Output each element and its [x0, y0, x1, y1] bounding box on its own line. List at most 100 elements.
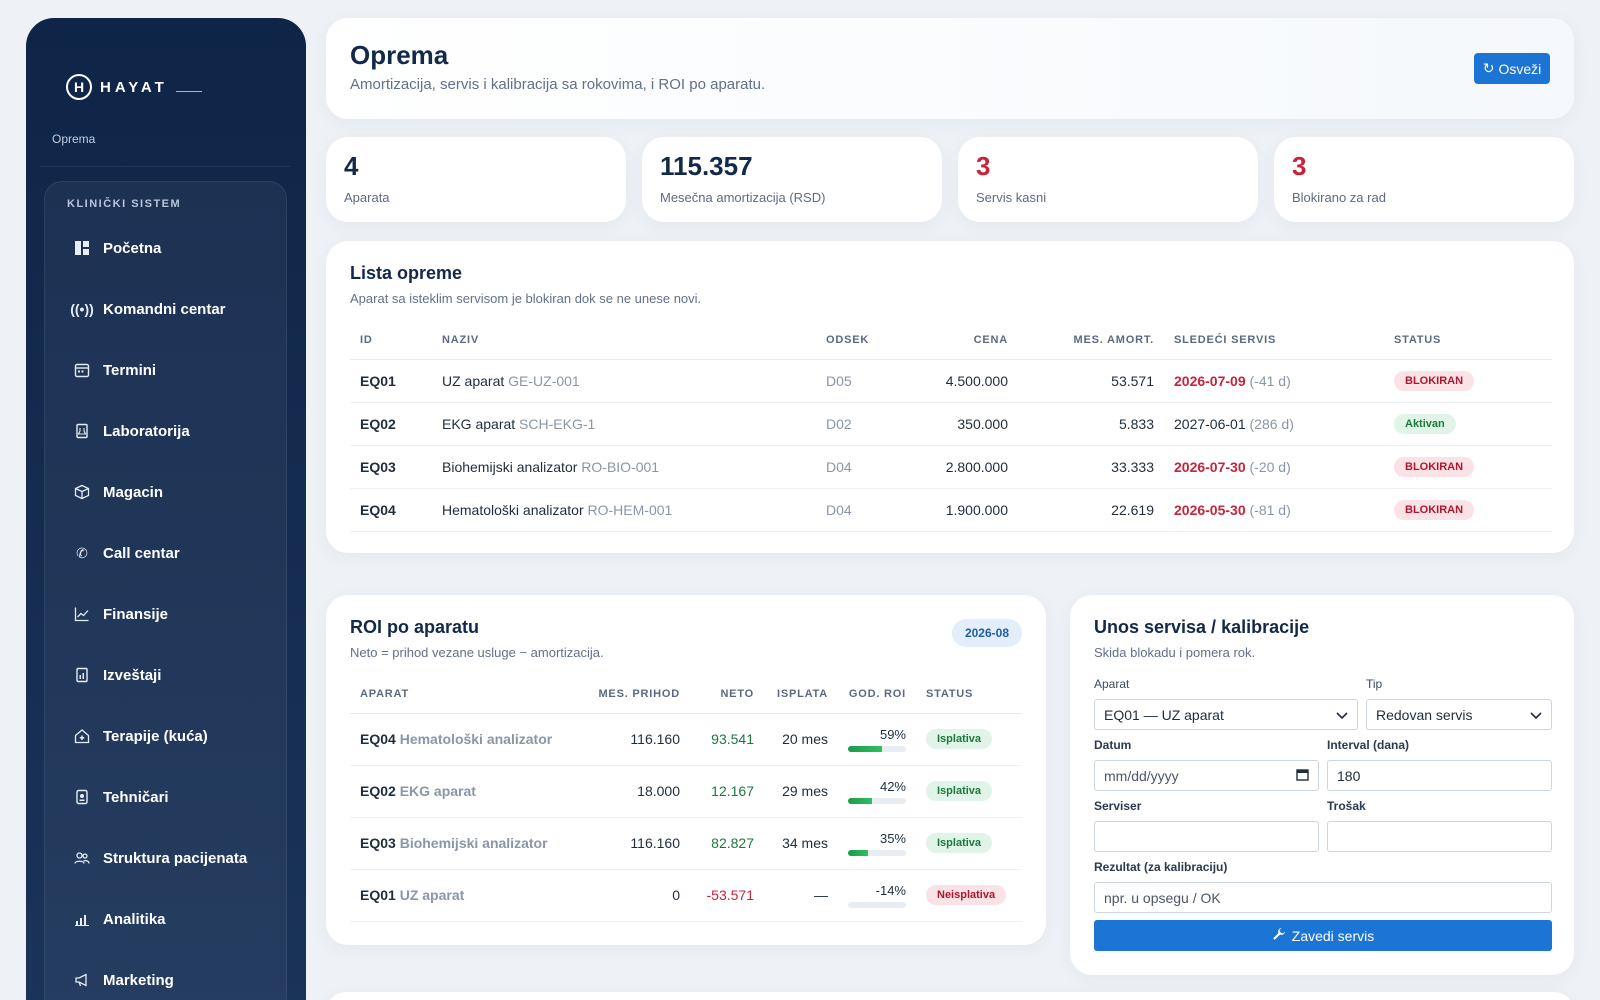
stat-label: Servis kasni [976, 190, 1047, 205]
cell-next-service: 2026-05-30 (-81 d) [1164, 488, 1384, 532]
roi-progress-bar [848, 745, 906, 752]
sidebar-item-label: Finansije [103, 605, 169, 623]
chevron-down-icon [1530, 707, 1542, 723]
status-badge: Isplativa [926, 833, 993, 853]
service-date: 2026-07-30 [1174, 458, 1246, 475]
table-row[interactable]: EQ01 UZ aparat 0 -53.571 — -14% Neisplat… [350, 869, 1022, 922]
sidebar-item-terapije[interactable]: Terapije (kuća) [59, 714, 271, 758]
cost-input[interactable] [1327, 821, 1552, 852]
column-header[interactable]: NETO [690, 675, 764, 714]
sidebar-divider [40, 166, 290, 167]
column-header[interactable]: STATUS [916, 675, 1022, 714]
sidebar-item-analitika[interactable]: Analitika [59, 897, 271, 941]
roi-progress-fill [848, 849, 869, 856]
roi-table: APARAT MES. PRIHOD NETO ISPLATA GOD. ROI… [350, 675, 1022, 922]
cell-name: EKG aparat SCH-EKG-1 [432, 402, 816, 446]
table-row[interactable]: EQ03 Biohemijski analizator 116.160 82.8… [350, 817, 1022, 870]
sidebar-nav-panel: KLINIČKI SISTEM Početna ((•)) Komandni c… [44, 181, 287, 1000]
sidebar-item-pocetna[interactable]: Početna [59, 226, 271, 270]
section-title: Lista opreme [350, 263, 463, 283]
cell-status: Isplativa [916, 817, 1022, 870]
cell-status: Neisplativa [916, 869, 1022, 922]
submit-service-button[interactable]: Zavedi servis [1094, 920, 1552, 951]
column-header[interactable]: APARAT [350, 675, 588, 714]
roi-progress-bar [848, 797, 906, 804]
stat-card-blocked: 3 Blokirano za rad [1274, 137, 1574, 222]
cell-price: 2.800.000 [906, 445, 1018, 489]
cell-name: UZ aparat GE-UZ-001 [432, 359, 816, 403]
cell-status: BLOKIRAN [1384, 488, 1552, 532]
sidebar-item-struktura-pacijenata[interactable]: Struktura pacijenata [59, 836, 271, 880]
cell-revenue: 18.000 [588, 765, 690, 818]
stat-card-service-overdue: 3 Servis kasni [958, 137, 1258, 222]
column-header[interactable]: NAZIV [432, 321, 816, 360]
servicer-input[interactable] [1094, 821, 1319, 852]
device-code: RO-BIO-001 [581, 458, 660, 475]
roi-progress-fill [848, 745, 883, 752]
type-select-value: Redovan servis [1376, 706, 1473, 723]
interval-label: Interval (dana) [1327, 738, 1410, 752]
table-row[interactable]: EQ04 Hematološki analizator 116.160 93.5… [350, 713, 1022, 766]
table-row[interactable]: EQ03 Biohemijski analizator RO-BIO-001 D… [350, 445, 1552, 489]
type-select[interactable]: Redovan servis [1366, 699, 1552, 730]
cell-dept: D02 [816, 402, 906, 446]
device-code: GE-UZ-001 [508, 372, 580, 389]
stat-card-amortization: 115.357 Mesečna amortizacija (RSD) [642, 137, 942, 222]
service-form-card: Unos servisa / kalibracije Skida blokadu… [1070, 595, 1574, 975]
brand-logo[interactable]: H HAYAT [66, 74, 202, 100]
date-input[interactable]: mm/dd/yyyy [1094, 760, 1319, 791]
sidebar-item-tehnicari[interactable]: Tehničari [59, 775, 271, 819]
cell-id: EQ04 [350, 488, 432, 532]
column-header[interactable]: ID [350, 321, 432, 360]
column-header[interactable]: SLEDEĆI SERVIS [1164, 321, 1384, 360]
column-header[interactable]: GOD. ROI [838, 675, 916, 714]
section-title: ROI po aparatu [350, 617, 480, 637]
table-row[interactable]: EQ01 UZ aparat GE-UZ-001 D05 4.500.000 5… [350, 359, 1552, 403]
stat-card-devices: 4 Aparata [326, 137, 626, 222]
sidebar-item-marketing[interactable]: Marketing [59, 958, 271, 1000]
device-name: UZ aparat [442, 372, 505, 389]
table-row[interactable]: EQ04 Hematološki analizator RO-HEM-001 D… [350, 488, 1552, 532]
device-select-value: EQ01 — UZ aparat [1104, 706, 1224, 723]
period-badge[interactable]: 2026-08 [951, 619, 1022, 647]
refresh-button[interactable]: ↻ Osveži [1474, 53, 1550, 84]
device-code: RO-HEM-001 [587, 501, 673, 518]
calendar-icon [73, 361, 91, 379]
cell-revenue: 0 [588, 869, 690, 922]
cell-payback: 34 mes [764, 817, 838, 870]
table-row[interactable]: EQ02 EKG aparat SCH-EKG-1 D02 350.000 5.… [350, 402, 1552, 446]
cost-label: Trošak [1327, 799, 1366, 813]
id-badge-icon [73, 788, 91, 806]
sidebar-item-label: Struktura pacijenata [103, 849, 248, 867]
column-header[interactable]: MES. PRIHOD [588, 675, 690, 714]
page-header: Oprema Amortizacija, servis i kalibracij… [326, 18, 1574, 119]
device-select[interactable]: EQ01 — UZ aparat [1094, 699, 1358, 730]
column-header[interactable]: STATUS [1384, 321, 1552, 360]
table-row[interactable]: EQ02 EKG aparat 18.000 12.167 29 mes 42%… [350, 765, 1022, 818]
column-header[interactable]: CENA [906, 321, 1018, 360]
broadcast-icon: ((•)) [70, 301, 94, 317]
sidebar-item-izvestaji[interactable]: Izveštaji [59, 653, 271, 697]
sidebar-item-finansije[interactable]: Finansije [59, 592, 271, 636]
cell-name: Biohemijski analizator RO-BIO-001 [432, 445, 816, 489]
sidebar-item-termini[interactable]: Termini [59, 348, 271, 392]
cell-amort: 53.571 [1018, 359, 1164, 403]
sidebar-item-magacin[interactable]: Magacin [59, 470, 271, 514]
cell-net: -53.571 [690, 869, 764, 922]
result-input[interactable]: npr. u opsegu / OK [1094, 882, 1552, 913]
sidebar-item-komandni-centar[interactable]: ((•)) Komandni centar [59, 287, 271, 331]
device-name: UZ aparat [399, 887, 465, 903]
column-header[interactable]: MES. AMORT. [1018, 321, 1164, 360]
sidebar-item-call-centar[interactable]: ✆ Call centar [59, 531, 271, 575]
sidebar-item-label: Komandni centar [103, 300, 226, 318]
megaphone-icon [73, 971, 91, 989]
interval-input[interactable]: 180 [1327, 760, 1552, 791]
cell-dept: D05 [816, 359, 906, 403]
sidebar-item-laboratorija[interactable]: Laboratorija [59, 409, 271, 453]
roi-progress-bar [848, 849, 906, 856]
column-header[interactable]: ISPLATA [764, 675, 838, 714]
stat-label: Aparata [344, 190, 390, 205]
cell-net: 93.541 [690, 713, 764, 766]
column-header[interactable]: ODSEK [816, 321, 906, 360]
cell-name: Hematološki analizator RO-HEM-001 [432, 488, 816, 532]
